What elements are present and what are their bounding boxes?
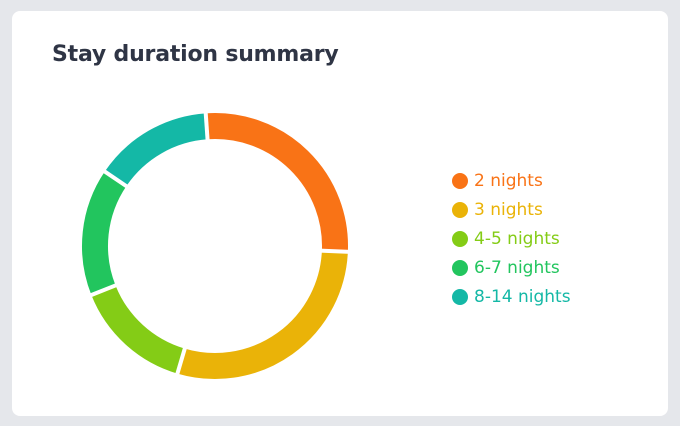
legend-label: 4-5 nights: [474, 228, 560, 249]
slice-separator: [88, 282, 119, 298]
legend-swatch: [452, 259, 468, 276]
legend-label: 8-14 nights: [474, 286, 571, 307]
legend-label: 3 nights: [474, 199, 543, 220]
donut-slice-6-7-nights[interactable]: [82, 171, 127, 296]
chart-legend: 2 nights 3 nights 4-5 nights 6-7 nights 8-14…: [452, 166, 571, 311]
legend-item-4-5-nights[interactable]: 4-5 nights: [452, 224, 571, 253]
slice-separator: [319, 248, 350, 254]
slice-separator: [102, 168, 130, 189]
donut-chart: [82, 111, 350, 379]
legend-item-3-nights[interactable]: 3 nights: [452, 195, 571, 224]
slice-separator: [203, 111, 210, 142]
legend-label: 6-7 nights: [474, 257, 560, 278]
donut-slice-3-nights[interactable]: [177, 250, 348, 379]
legend-swatch: [452, 288, 468, 305]
legend-item-2-nights[interactable]: 2 nights: [452, 166, 571, 195]
legend-swatch: [452, 201, 468, 218]
donut-slice-2-nights[interactable]: [205, 113, 348, 252]
legend-label: 2 nights: [474, 170, 543, 191]
legend-item-6-7-nights[interactable]: 6-7 nights: [452, 253, 571, 282]
legend-item-8-14-nights[interactable]: 8-14 nights: [452, 282, 571, 311]
card-title: Stay duration summary: [52, 42, 339, 67]
legend-swatch: [452, 172, 468, 189]
donut-slice-4-5-nights[interactable]: [91, 285, 186, 374]
legend-swatch: [452, 230, 468, 247]
summary-card: Stay duration summary 2 nights 3 nights 4-…: [12, 11, 668, 416]
slice-separator: [174, 346, 188, 377]
donut-slice-8-14-nights[interactable]: [104, 113, 208, 187]
